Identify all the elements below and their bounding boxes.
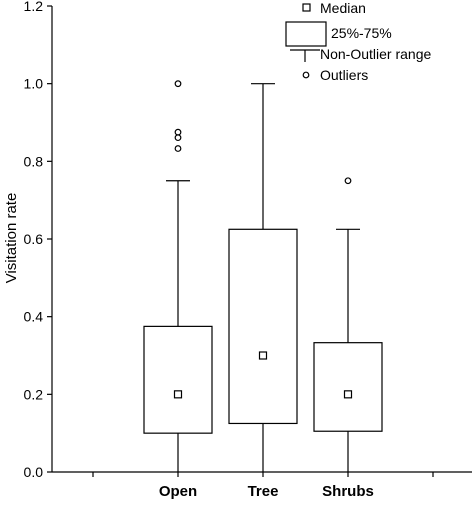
median-marker <box>258 351 268 360</box>
outlier-point <box>174 134 182 142</box>
legend-label: Median <box>320 0 366 16</box>
median-marker <box>173 390 183 399</box>
iqr-box <box>228 228 298 425</box>
legend-median-symbol <box>302 3 311 12</box>
y-tick-label: 1.2 <box>24 0 44 14</box>
boxes <box>143 80 383 472</box>
legend: Median 25%-75% Non-Outlier range Outliers <box>285 0 431 83</box>
legend-label: Outliers <box>320 67 368 83</box>
legend-outlier-symbol <box>302 71 310 79</box>
x-category-label: Shrubs <box>322 483 374 500</box>
legend-box-symbol <box>285 21 327 47</box>
box-group <box>143 80 213 472</box>
iqr-box <box>143 325 213 434</box>
y-tick-labels: 0.0 0.2 0.4 0.6 0.8 1.0 1.2 <box>24 0 44 480</box>
y-tick-label: 1.0 <box>24 76 44 92</box>
outlier-point <box>174 80 182 88</box>
median-marker <box>343 390 353 399</box>
x-category-label: Tree <box>248 483 279 500</box>
legend-label: Non-Outlier range <box>320 46 431 62</box>
outlier-point <box>344 177 352 185</box>
axes <box>47 5 472 477</box>
x-tick-labels: Open Tree Shrubs <box>159 483 374 500</box>
outlier-point <box>174 145 182 152</box>
box-group <box>228 83 298 472</box>
box-group <box>313 177 383 472</box>
y-tick-label: 0.6 <box>24 231 44 247</box>
y-tick-label: 0.0 <box>24 464 44 480</box>
legend-label: 25%-75% <box>331 25 392 41</box>
x-category-label: Open <box>159 483 197 500</box>
iqr-box <box>313 342 383 432</box>
y-tick-label: 0.2 <box>24 386 44 402</box>
y-tick-label: 0.8 <box>24 153 44 169</box>
y-axis-title: Visitation rate <box>3 193 20 284</box>
y-tick-label: 0.4 <box>24 309 44 325</box>
outlier-point <box>174 128 182 136</box>
